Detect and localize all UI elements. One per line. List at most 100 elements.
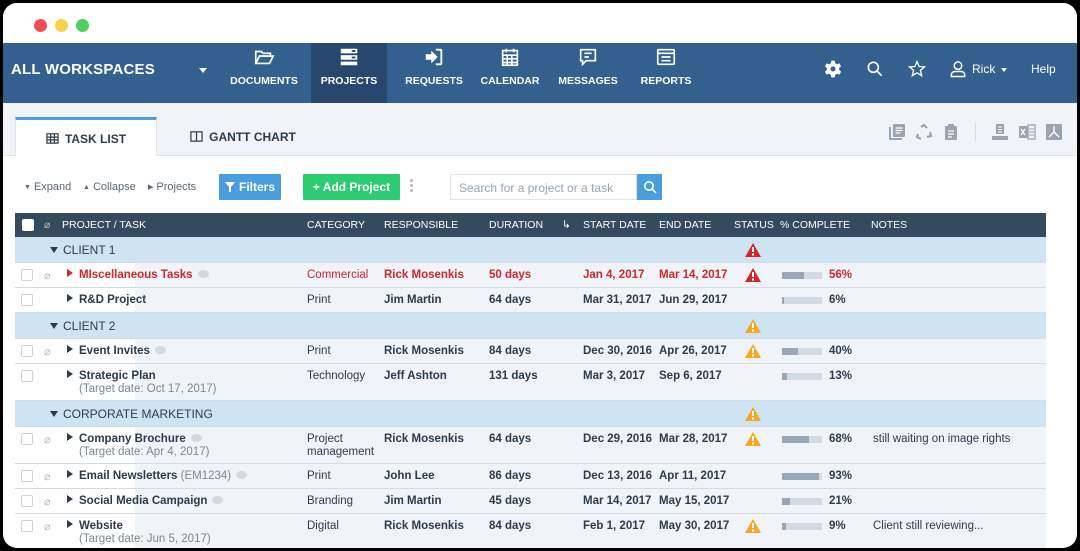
server-stack-icon: [311, 43, 387, 73]
search-input[interactable]: Search for a project or a task: [450, 174, 637, 200]
col-project[interactable]: PROJECT / TASK: [62, 219, 147, 231]
row-checkbox[interactable]: [21, 345, 33, 357]
nav-reports[interactable]: REPORTS: [631, 43, 701, 103]
table-row[interactable]: ⌀ Company Brochure (Target date: Apr 4, 20…: [15, 427, 1046, 464]
copy-list-icon[interactable]: [888, 123, 906, 141]
gear-icon[interactable]: [823, 59, 843, 84]
tab-gantt-chart[interactable]: GANTT CHART: [183, 117, 303, 156]
nav-calendar[interactable]: CALENDAR: [475, 43, 545, 103]
comment-icon[interactable]: [190, 434, 202, 442]
row-checkbox[interactable]: [21, 520, 33, 532]
collapse-link[interactable]: ▲ Collapse: [83, 181, 136, 193]
project-name[interactable]: Strategic Plan (Target date: Oct 17, 2017…: [67, 370, 216, 395]
pdf-icon[interactable]: [1045, 123, 1063, 141]
row-checkbox[interactable]: [21, 495, 33, 507]
expand-link[interactable]: ▼ Expand: [24, 181, 72, 193]
nav-requests[interactable]: REQUESTS: [395, 43, 473, 103]
caret-right-icon: [67, 520, 73, 528]
attachment-icon[interactable]: ⌀: [44, 270, 51, 282]
group-toggle[interactable]: CLIENT 2: [50, 319, 115, 333]
col-duration[interactable]: DURATION: [489, 219, 544, 231]
comment-icon[interactable]: [212, 496, 224, 504]
tab-task-list[interactable]: TASK LIST: [15, 117, 157, 157]
group-row[interactable]: CLIENT 1: [15, 237, 1046, 263]
row-checkbox[interactable]: [21, 269, 33, 281]
user-dropdown-icon[interactable]: [1001, 68, 1007, 72]
notes-cell[interactable]: still waiting on image rights: [873, 433, 1011, 445]
attachment-icon[interactable]: ⌀: [44, 471, 51, 483]
search-button[interactable]: [637, 174, 662, 200]
project-name[interactable]: Website (Target date: Jun 5, 2017): [67, 520, 211, 545]
col-responsible[interactable]: RESPONSIBLE: [384, 219, 459, 231]
category-cell: Print: [307, 345, 331, 357]
col-complete[interactable]: % COMPLETE: [780, 219, 851, 231]
notes-cell[interactable]: Client still reviewing...: [873, 520, 984, 532]
project-name[interactable]: Social Media Campaign: [67, 495, 224, 507]
comment-icon[interactable]: [197, 270, 209, 278]
row-checkbox[interactable]: [21, 470, 33, 482]
attachment-icon[interactable]: ⌀: [44, 434, 51, 446]
responsible-cell: Jim Martin: [384, 294, 442, 306]
table-row[interactable]: Strategic Plan (Target date: Oct 17, 2017…: [15, 364, 1046, 401]
dependency-icon: ↳: [562, 219, 571, 231]
select-all-checkbox[interactable]: [22, 219, 34, 231]
col-start-date[interactable]: START DATE: [583, 219, 647, 231]
row-checkbox[interactable]: [21, 370, 33, 382]
table-row[interactable]: ⌀ MIscellaneous Tasks Commercial Rick Mosen…: [15, 263, 1046, 288]
project-name[interactable]: Email Newsletters (EM1234): [67, 470, 248, 482]
row-checkbox[interactable]: [21, 294, 33, 306]
task-grid: ⌀ PROJECT / TASK CATEGORY RESPONSIBLE DU…: [15, 213, 1046, 548]
filters-button[interactable]: Filters: [219, 174, 281, 200]
add-project-button[interactable]: + Add Project: [303, 174, 400, 200]
search-icon[interactable]: [865, 59, 885, 84]
star-icon[interactable]: [907, 59, 927, 84]
columns-icon: [190, 131, 203, 142]
print-icon[interactable]: [991, 123, 1009, 141]
user-menu[interactable]: Rick: [972, 62, 996, 76]
attachment-icon[interactable]: ⌀: [44, 346, 51, 358]
category-cell: Branding: [307, 495, 354, 507]
nav-documents[interactable]: DOCUMENTS: [225, 43, 303, 103]
caret-down-icon: ▼: [24, 184, 31, 191]
row-checkbox[interactable]: [21, 433, 33, 445]
group-toggle[interactable]: CORPORATE MARKETING: [50, 407, 213, 421]
col-category[interactable]: CATEGORY: [307, 219, 365, 231]
help-link[interactable]: Help: [1031, 62, 1056, 76]
project-name[interactable]: Event Invites: [67, 345, 166, 357]
percent-complete: 93%: [829, 470, 853, 482]
comment-icon[interactable]: [236, 471, 248, 479]
workspace-dropdown-icon[interactable]: [199, 68, 207, 73]
export-tools: [888, 123, 1063, 141]
attachment-icon[interactable]: ⌀: [44, 496, 51, 508]
table-row[interactable]: ⌀ Social Media Campaign Branding Jim Martin…: [15, 489, 1046, 514]
project-name[interactable]: MIscellaneous Tasks: [67, 269, 209, 281]
table-row[interactable]: ⌀ Event Invites Print Rick Mosenkis 84 days D…: [15, 339, 1046, 364]
more-options-icon[interactable]: [410, 179, 414, 194]
caret-up-icon: ▲: [83, 184, 90, 191]
nav-projects[interactable]: PROJECTS: [311, 43, 387, 103]
group-toggle[interactable]: CLIENT 1: [50, 243, 115, 257]
col-notes[interactable]: NOTES: [871, 219, 908, 231]
table-row[interactable]: R&D Project Print Jim Martin 64 days Mar 31,…: [15, 288, 1046, 313]
table-row[interactable]: ⌀ Website (Target date: Jun 5, 2017) Digita…: [15, 514, 1046, 548]
projects-link[interactable]: ▶ Projects: [148, 181, 197, 193]
clipboard-icon[interactable]: [942, 123, 960, 141]
group-row[interactable]: CLIENT 2: [15, 313, 1046, 339]
excel-icon[interactable]: [1018, 123, 1036, 141]
col-status[interactable]: STATUS: [734, 219, 774, 231]
workspace-selector[interactable]: ALL WORKSPACES: [11, 61, 155, 78]
calendar-icon: [475, 43, 545, 73]
attachment-icon[interactable]: ⌀: [44, 521, 51, 533]
project-name[interactable]: R&D Project: [67, 294, 146, 306]
col-end-date[interactable]: END DATE: [659, 219, 712, 231]
minimize-window-button[interactable]: [55, 19, 68, 32]
maximize-window-button[interactable]: [76, 19, 89, 32]
project-name[interactable]: Company Brochure (Target date: Apr 4, 201…: [67, 433, 209, 458]
comment-icon[interactable]: [154, 346, 166, 354]
user-avatar-icon[interactable]: [948, 59, 968, 84]
close-window-button[interactable]: [34, 19, 47, 32]
group-row[interactable]: CORPORATE MARKETING: [15, 401, 1046, 427]
nav-messages[interactable]: MESSAGES: [553, 43, 623, 103]
recycle-icon[interactable]: [915, 123, 933, 141]
table-row[interactable]: ⌀ Email Newsletters (EM1234) Print John Lee…: [15, 464, 1046, 489]
